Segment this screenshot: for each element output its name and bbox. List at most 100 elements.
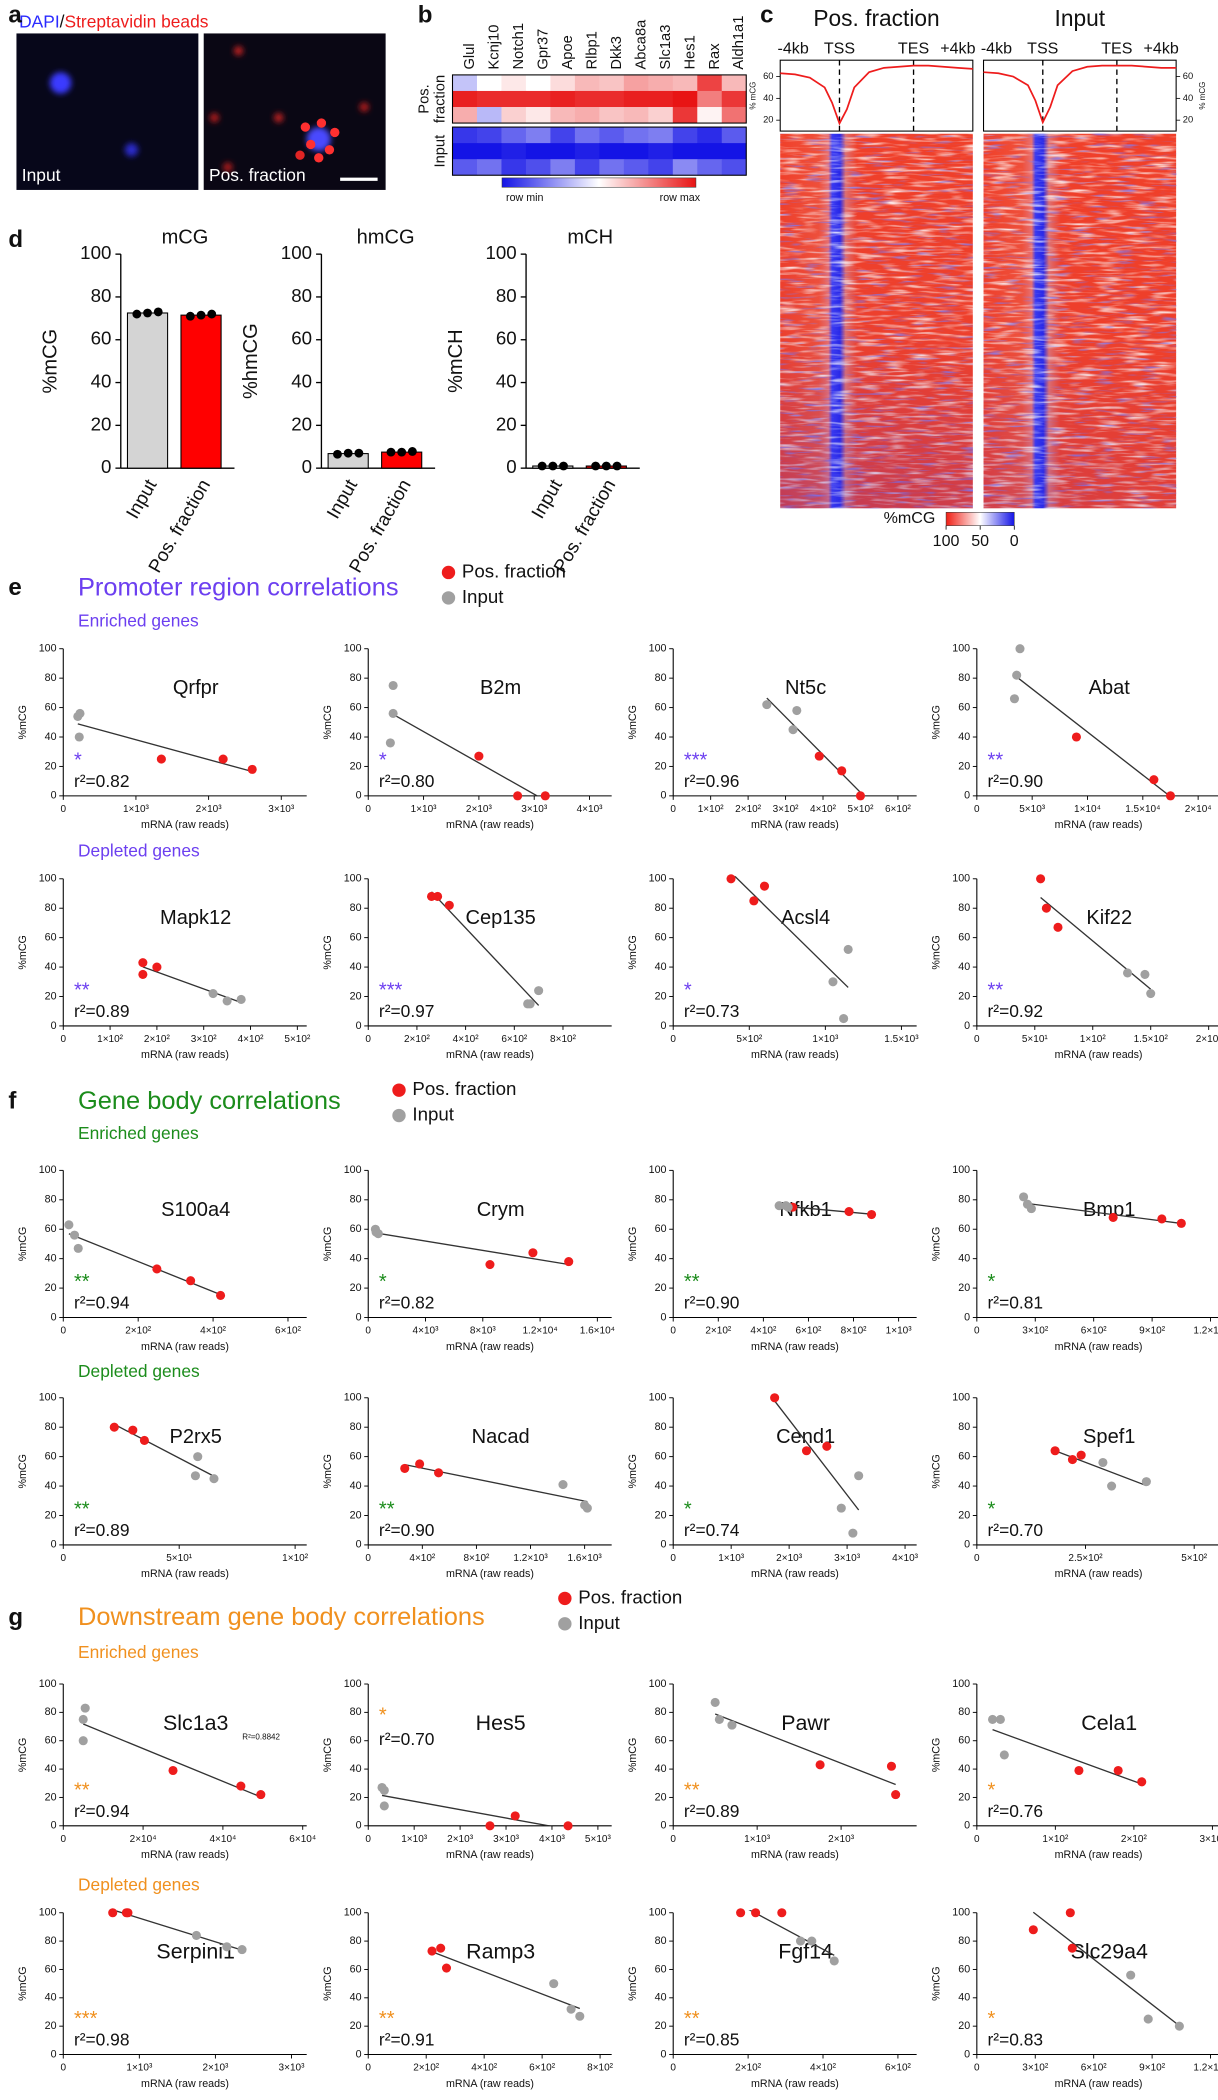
y-tick-label: 60 — [958, 1223, 970, 1235]
fit-line — [1014, 674, 1171, 796]
data-point — [995, 1714, 1005, 1725]
heatmap-cell — [648, 127, 674, 144]
y-tick-label: 60 — [655, 1963, 667, 1975]
replicate-point — [397, 447, 407, 457]
significance: ** — [988, 749, 1004, 771]
methylation-heatmap — [780, 133, 1177, 509]
y-tick-label: 0 — [51, 1311, 57, 1323]
x-tick-label: 3×10³ — [521, 804, 548, 815]
r-squared: r²=0.96 — [684, 771, 740, 791]
x-tick-label: 5×10¹ — [166, 1553, 193, 1564]
y-tick-label: 20 — [763, 115, 773, 125]
data-point — [474, 751, 484, 761]
heatmap-cell — [525, 74, 551, 92]
x-tick-label: 8×10² — [841, 1326, 868, 1337]
y-tick-label: 100 — [649, 1907, 667, 1919]
y-tick-label: 20 — [655, 1282, 667, 1294]
y-tick-label: 0 — [661, 1539, 667, 1551]
y-axis-label: %mCG — [17, 935, 29, 969]
replicate-point — [153, 307, 163, 317]
data-point — [566, 2004, 576, 2014]
heatmap-cell — [476, 159, 502, 176]
stain-1: DAPI — [19, 11, 60, 31]
significance: * — [988, 1779, 996, 1801]
data-point — [190, 1471, 200, 1481]
heatmap-cell — [697, 143, 723, 160]
row-group-label: fraction — [432, 75, 448, 123]
bead — [273, 113, 284, 123]
y-tick-label: 80 — [91, 285, 112, 306]
y-tick-label: 80 — [45, 902, 57, 914]
data-point — [1050, 1446, 1060, 1456]
x-tick-label: 8×10³ — [470, 1326, 497, 1337]
replicate-point — [333, 449, 342, 459]
fit-line — [375, 1232, 569, 1266]
x-tick-label: 2×10² — [125, 1326, 152, 1337]
heatmap-cell — [574, 159, 600, 176]
panel-letter: d — [8, 226, 23, 253]
x-tick-label: 2×10² — [144, 1034, 171, 1045]
x-tick-label: -4kb — [981, 40, 1012, 58]
data-point — [1098, 1457, 1108, 1468]
legend-marker — [558, 1617, 572, 1631]
y-tick-label: 0 — [506, 456, 516, 477]
heatmap-cell — [648, 143, 674, 160]
significance: *** — [379, 979, 403, 1001]
heatmap-cell — [623, 127, 649, 144]
group-title: Enriched genes — [78, 1642, 199, 1662]
significance: *** — [74, 2008, 98, 2030]
data-point — [1146, 989, 1156, 999]
chart-title: Ramp3 — [466, 1940, 535, 1964]
data-point — [74, 732, 84, 742]
data-point — [886, 1761, 897, 1771]
y-axis-label: %mCG — [322, 1227, 334, 1261]
data-point — [528, 1248, 538, 1258]
bead — [223, 162, 233, 172]
fit-line — [431, 891, 540, 1006]
heatmap-cell — [476, 127, 502, 144]
y-tick-label: 40 — [655, 1992, 667, 2004]
data-point — [1041, 903, 1051, 913]
y-axis-label: %mCG — [17, 1966, 29, 2000]
y-axis-label: %mCG — [931, 1454, 943, 1488]
x-tick-label: 0 — [974, 1034, 980, 1045]
y-axis-label: %mCG — [17, 705, 29, 739]
y-axis-label: %mCG — [322, 1454, 334, 1488]
heatmap-cell — [599, 143, 625, 160]
heatmap-cell — [452, 107, 478, 124]
y-axis-label: %mCG — [17, 1738, 29, 1772]
data-point — [828, 977, 838, 987]
heatmap-cell — [452, 159, 478, 176]
chart-title: B2m — [480, 677, 521, 699]
micrograph-input — [16, 33, 199, 190]
data-point — [726, 874, 736, 884]
y-tick-label: 0 — [964, 2048, 970, 2060]
colorbar — [945, 512, 1015, 526]
r-squared: r²=0.89 — [74, 1001, 130, 1021]
heatmap-cell — [648, 159, 674, 176]
heatmap-cell — [599, 159, 625, 176]
x-tick-label: 0 — [670, 1326, 676, 1337]
heatmap-cell — [452, 143, 478, 160]
data-point — [1126, 1970, 1136, 1980]
row-group-label: Pos. — [416, 84, 432, 113]
y-tick-label: 100 — [39, 1907, 57, 1919]
heatmap-shade — [780, 133, 973, 509]
x-tick-label: 3×10² — [773, 804, 800, 815]
data-point — [222, 996, 232, 1006]
x-tick-label: 2×10³ — [466, 804, 493, 815]
data-point — [209, 1474, 219, 1484]
image-label: Pos. fraction — [209, 165, 306, 185]
r-squared: r²=0.70 — [379, 1729, 435, 1749]
replicate-point — [407, 447, 417, 456]
x-tick-label: 3×10² — [191, 1034, 218, 1045]
fit-line — [390, 712, 539, 796]
data-point — [1076, 1450, 1086, 1460]
y-axis-label: %mCG — [931, 1738, 943, 1772]
data-point — [534, 986, 544, 996]
data-point — [564, 1257, 574, 1267]
r-squared: r²=0.94 — [74, 1801, 130, 1821]
stain-separator: / — [60, 11, 65, 31]
y-tick-label: 80 — [45, 1194, 57, 1206]
x-tick-label: 1.5×10² — [1134, 1034, 1169, 1045]
